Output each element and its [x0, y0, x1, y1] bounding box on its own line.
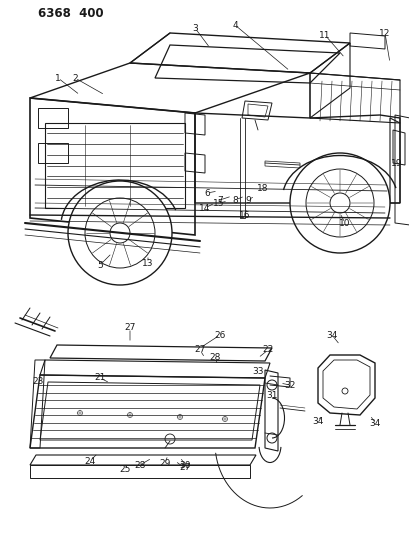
Text: 2: 2 [72, 74, 78, 83]
Text: 6: 6 [204, 189, 209, 198]
Text: 34: 34 [369, 418, 380, 427]
Text: 26: 26 [214, 330, 225, 340]
Text: 6368  400: 6368 400 [38, 6, 103, 20]
Text: 13: 13 [142, 259, 153, 268]
Circle shape [289, 153, 389, 253]
Text: 1: 1 [55, 74, 61, 83]
Text: 33: 33 [252, 367, 263, 376]
Text: 23: 23 [32, 376, 44, 385]
Text: 32: 32 [283, 381, 295, 390]
Text: 28: 28 [209, 353, 220, 362]
Text: 34: 34 [326, 330, 337, 340]
Text: 18: 18 [256, 183, 268, 192]
Text: 15: 15 [213, 198, 224, 207]
Text: 28: 28 [134, 461, 145, 470]
Text: 5: 5 [97, 261, 103, 270]
Circle shape [68, 181, 172, 285]
Text: 11: 11 [319, 30, 330, 39]
Text: 30: 30 [179, 461, 190, 470]
Text: 24: 24 [84, 456, 95, 465]
Text: 14: 14 [199, 204, 210, 213]
Text: 34: 34 [312, 416, 323, 425]
Text: 27: 27 [194, 345, 205, 354]
Text: 21: 21 [94, 374, 106, 383]
Text: 10: 10 [338, 219, 350, 228]
Text: 31: 31 [265, 391, 277, 400]
Text: 8: 8 [231, 196, 237, 205]
Text: 4: 4 [231, 20, 237, 29]
Text: 12: 12 [378, 28, 390, 37]
Text: 9: 9 [245, 196, 250, 205]
Text: 16: 16 [239, 211, 250, 220]
Text: 25: 25 [119, 465, 130, 474]
Text: 3: 3 [192, 23, 198, 33]
Text: 27: 27 [124, 324, 135, 333]
Text: 19: 19 [390, 158, 402, 167]
Text: 7: 7 [217, 196, 222, 205]
Text: 22: 22 [262, 345, 273, 354]
Text: 29: 29 [159, 458, 170, 467]
Text: 27: 27 [179, 464, 190, 472]
